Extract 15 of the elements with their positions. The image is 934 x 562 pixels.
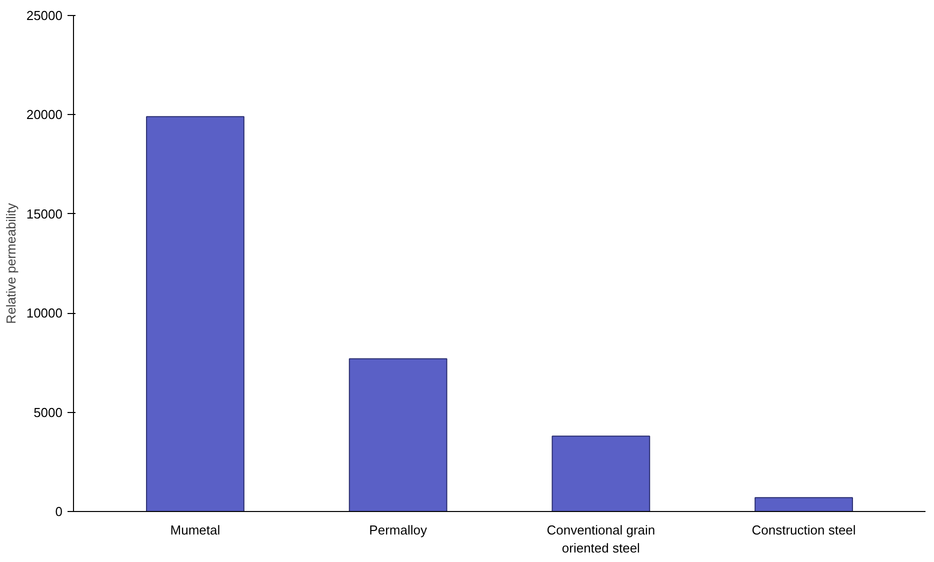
bar (754, 497, 853, 512)
x-tick-label: Conventional grain oriented steel (546, 522, 656, 556)
x-tick-label: Mumetal (170, 522, 220, 538)
y-tick-label: 25000 (26, 8, 63, 23)
bar (348, 358, 448, 512)
y-tick-label: 5000 (34, 404, 62, 420)
bar (552, 436, 650, 512)
y-tick-label: 15000 (26, 206, 63, 222)
x-tick-label: Construction steel (752, 522, 856, 538)
y-tick-label: 20000 (26, 107, 63, 122)
bar (146, 116, 244, 512)
x-tick-label: Permalloy (369, 522, 428, 538)
y-tick-label: 10000 (26, 306, 63, 321)
y-axis-title: Relative permeability (3, 202, 18, 324)
y-tick-label: 0 (55, 504, 63, 519)
